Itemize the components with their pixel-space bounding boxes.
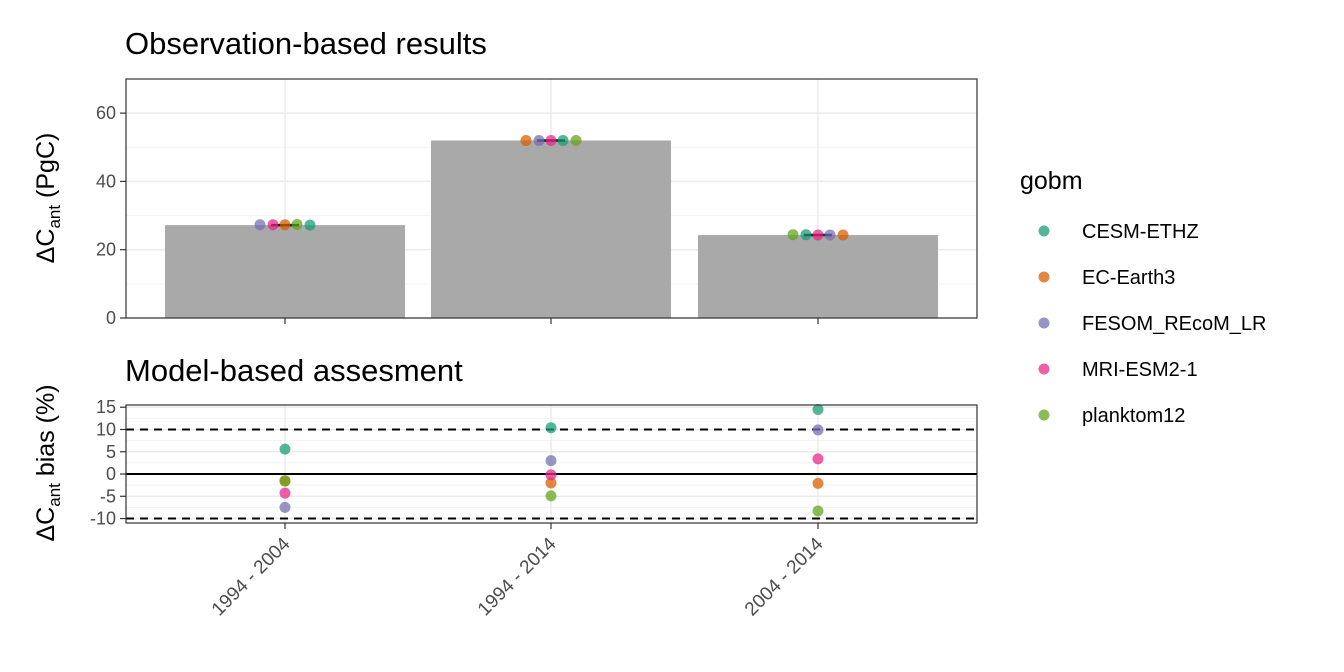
bottom-y-axis-label: ΔCant bias (%) <box>32 384 64 541</box>
data-point <box>812 505 824 517</box>
bar <box>165 225 405 318</box>
bar <box>698 235 938 318</box>
legend: CESM-ETHZ EC-Earth3 FESOM_REcoM_LR MRI-ESM2… <box>1038 221 1267 427</box>
bottom-panel-title: Model-based assesment <box>125 353 463 388</box>
data-point <box>545 490 557 502</box>
legend-label: planktom12 <box>1082 405 1185 427</box>
data-point <box>800 229 812 241</box>
legend-label: MRI-ESM2-1 <box>1082 359 1198 381</box>
top-y-label-subscript: ant <box>45 205 64 229</box>
data-point <box>545 134 557 146</box>
data-point <box>545 455 557 467</box>
x-tick-label: 2004 - 2014 <box>741 533 828 620</box>
top-panel-title: Observation-based results <box>125 26 487 61</box>
bottom-y-tick-label: 0 <box>106 464 116 484</box>
bottom-y-label-suffix: bias (%) <box>32 384 60 483</box>
top-y-tick-label: 0 <box>106 308 116 328</box>
bottom-y-tick-label: 5 <box>106 442 116 462</box>
data-point <box>520 134 532 146</box>
x-tick-label: 1994 - 2014 <box>474 533 561 620</box>
bar <box>431 140 671 318</box>
data-point <box>279 443 291 455</box>
data-point <box>279 219 291 231</box>
data-point <box>824 229 836 241</box>
legend-key <box>1038 363 1050 375</box>
data-point <box>812 424 824 436</box>
legend-title: gobm <box>1020 167 1083 195</box>
data-point <box>533 134 545 146</box>
legend-key <box>1038 409 1050 421</box>
data-point <box>279 475 291 487</box>
data-point <box>812 403 824 415</box>
data-point <box>545 422 557 434</box>
data-point <box>545 477 557 489</box>
bottom-y-label-prefix: ΔC <box>32 507 60 542</box>
data-point <box>545 469 557 481</box>
data-point <box>837 229 849 241</box>
bottom-y-tick-label: 15 <box>96 397 116 417</box>
top-panel: 0 20 40 60 <box>96 78 978 328</box>
bottom-y-tick-label: 10 <box>96 419 116 439</box>
top-y-tick-label: 60 <box>96 103 116 123</box>
data-point <box>570 134 582 146</box>
data-point <box>787 229 799 241</box>
data-point <box>304 219 316 231</box>
data-point <box>291 218 303 230</box>
bottom-y-tick-label: -10 <box>90 509 116 529</box>
data-point <box>267 219 279 231</box>
legend-key <box>1038 317 1050 329</box>
top-y-axis-label: ΔCant (PgC) <box>32 133 64 264</box>
x-tick-label: 1994 - 2004 <box>208 533 295 620</box>
legend-label: FESOM_REcoM_LR <box>1082 313 1267 335</box>
legend-key <box>1038 225 1050 237</box>
data-point <box>279 501 291 513</box>
data-point <box>557 134 569 146</box>
top-y-label-suffix: (PgC) <box>32 133 60 205</box>
legend-label: EC-Earth3 <box>1082 267 1175 289</box>
data-point <box>254 219 266 231</box>
legend-key <box>1038 271 1050 283</box>
top-y-tick-label: 20 <box>96 240 116 260</box>
top-y-label-prefix: ΔC <box>32 229 60 264</box>
bottom-y-label-subscript: ant <box>45 483 64 507</box>
data-point <box>812 229 824 241</box>
bottom-y-tick-label: -5 <box>100 486 116 506</box>
legend-label: CESM-ETHZ <box>1082 221 1199 243</box>
data-point <box>279 487 291 499</box>
data-point <box>812 477 824 489</box>
top-y-tick-label: 40 <box>96 171 116 191</box>
data-point <box>812 453 824 465</box>
